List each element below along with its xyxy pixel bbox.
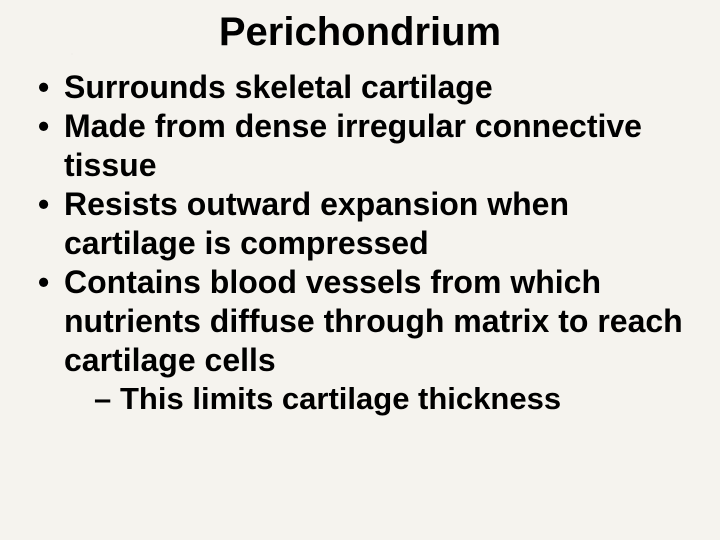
bullet-item: Surrounds skeletal cartilage [36,68,690,107]
bullet-text: Contains blood vessels from which nutrie… [64,264,683,378]
sub-bullet-item: This limits cartilage thickness [94,380,690,419]
bullet-list: Surrounds skeletal cartilage Made from d… [36,68,690,419]
bullet-item: Made from dense irregular connective tis… [36,107,690,185]
slide-title: Perichondrium [30,10,690,54]
bullet-item: Contains blood vessels from which nutrie… [36,263,690,419]
slide: Perichondrium Surrounds skeletal cartila… [0,0,720,540]
sub-bullet-list: This limits cartilage thickness [64,380,690,419]
bullet-item: Resists outward expansion when cartilage… [36,185,690,263]
